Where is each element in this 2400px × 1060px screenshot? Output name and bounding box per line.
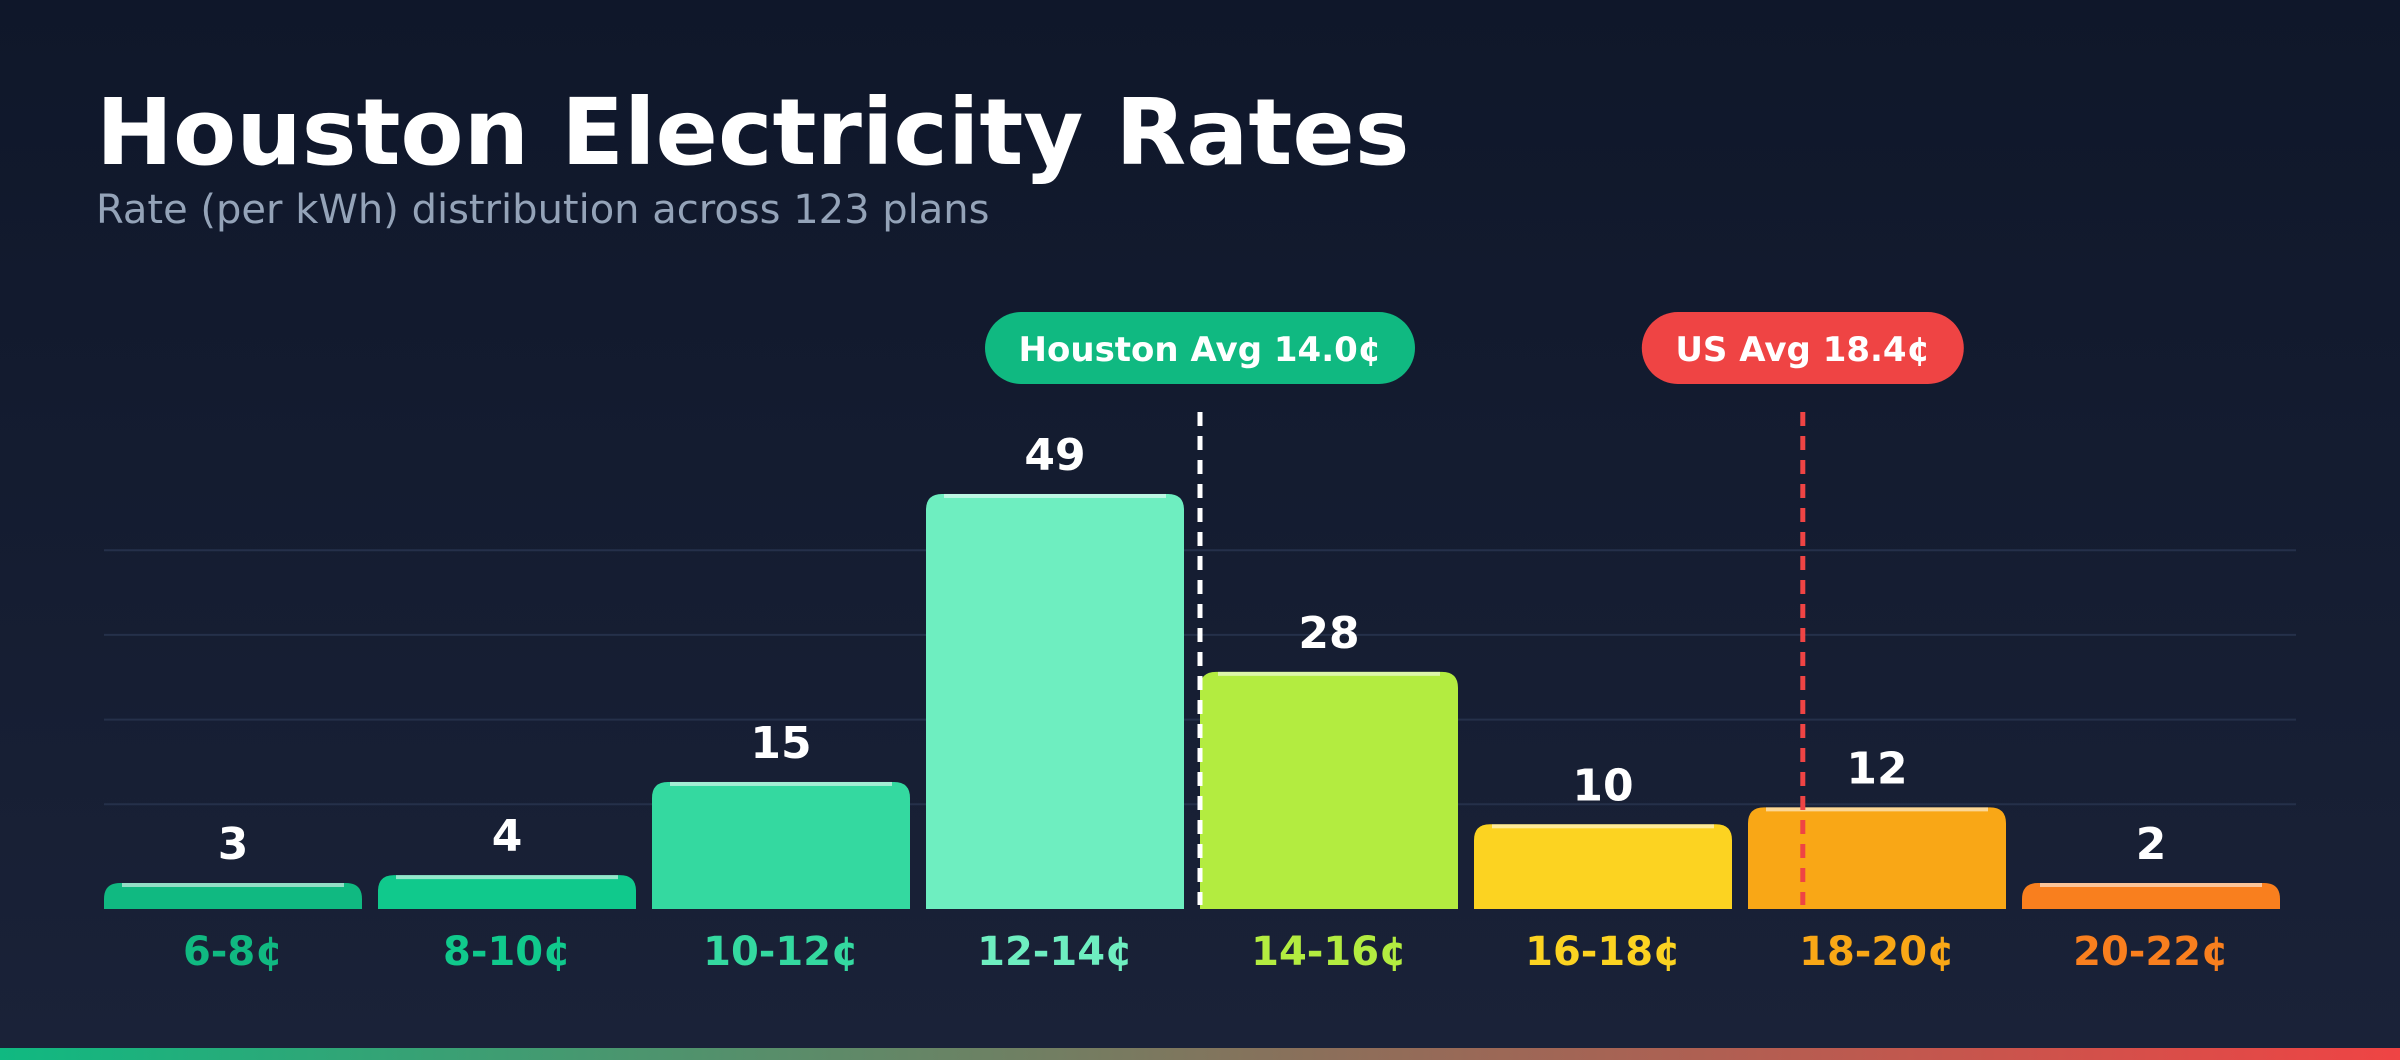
reference-label-2: US Avg 18.4¢ (1675, 330, 1930, 370)
x-tick-label-5: 14-16¢ (1251, 929, 1407, 975)
bar-highlight-5 (1218, 671, 1440, 676)
bar-highlight-1 (122, 883, 344, 887)
x-tick-label-7: 18-20¢ (1799, 929, 1955, 975)
reference-label-1: Houston Avg 14.0¢ (1019, 330, 1382, 370)
bar-highlight-4 (944, 493, 1166, 498)
value-label-1: 3 (218, 819, 249, 870)
value-label-4: 49 (1024, 430, 1085, 481)
bar-1 (104, 883, 362, 909)
x-tick-label-4: 12-14¢ (977, 929, 1133, 975)
chart-title: Houston Electricity Rates (96, 79, 1410, 186)
x-tick-label-3: 10-12¢ (703, 929, 859, 975)
x-tick-label-8: 20-22¢ (2073, 929, 2229, 975)
bar-7 (1748, 807, 2006, 909)
bar-highlight-8 (2040, 883, 2262, 887)
value-label-3: 15 (750, 718, 811, 769)
x-tick-label-1: 6-8¢ (183, 929, 283, 975)
x-tick-labels: 6-8¢ 8-10¢ 10-12¢ 12-14¢ 14-16¢ 16-18¢ 18-20¢ 2… (183, 929, 2229, 975)
value-label-6: 10 (1572, 760, 1633, 811)
bar-highlight-3 (670, 781, 892, 786)
bar-highlight-6 (1492, 824, 1714, 829)
reference-badge-2 (1641, 312, 1964, 384)
bar-8 (2022, 883, 2280, 909)
bar-highlight-7 (1766, 807, 1988, 812)
bar-2 (378, 875, 636, 909)
reference-badge-1 (985, 312, 1415, 384)
bar-highlight-2 (396, 875, 618, 880)
x-tick-label-2: 8-10¢ (443, 929, 571, 975)
value-labels: 3 4 15 49 28 10 12 2 (218, 430, 2167, 870)
value-label-7: 12 (1846, 743, 1907, 794)
bar-5 (1200, 671, 1458, 909)
bar-4 (926, 493, 1184, 909)
bar-6 (1474, 824, 1732, 909)
accent-gradient-bar (0, 1048, 2400, 1060)
value-label-8: 2 (2136, 819, 2167, 870)
reference-lines: Houston Avg 14.0¢ US Avg 18.4¢ (985, 312, 1964, 905)
value-label-2: 4 (492, 811, 523, 862)
x-tick-label-6: 16-18¢ (1525, 929, 1681, 975)
chart-subtitle: Rate (per kWh) distribution across 123 p… (96, 187, 990, 233)
bar-3 (652, 781, 910, 909)
bars (104, 493, 2280, 909)
value-label-5: 28 (1298, 608, 1359, 659)
